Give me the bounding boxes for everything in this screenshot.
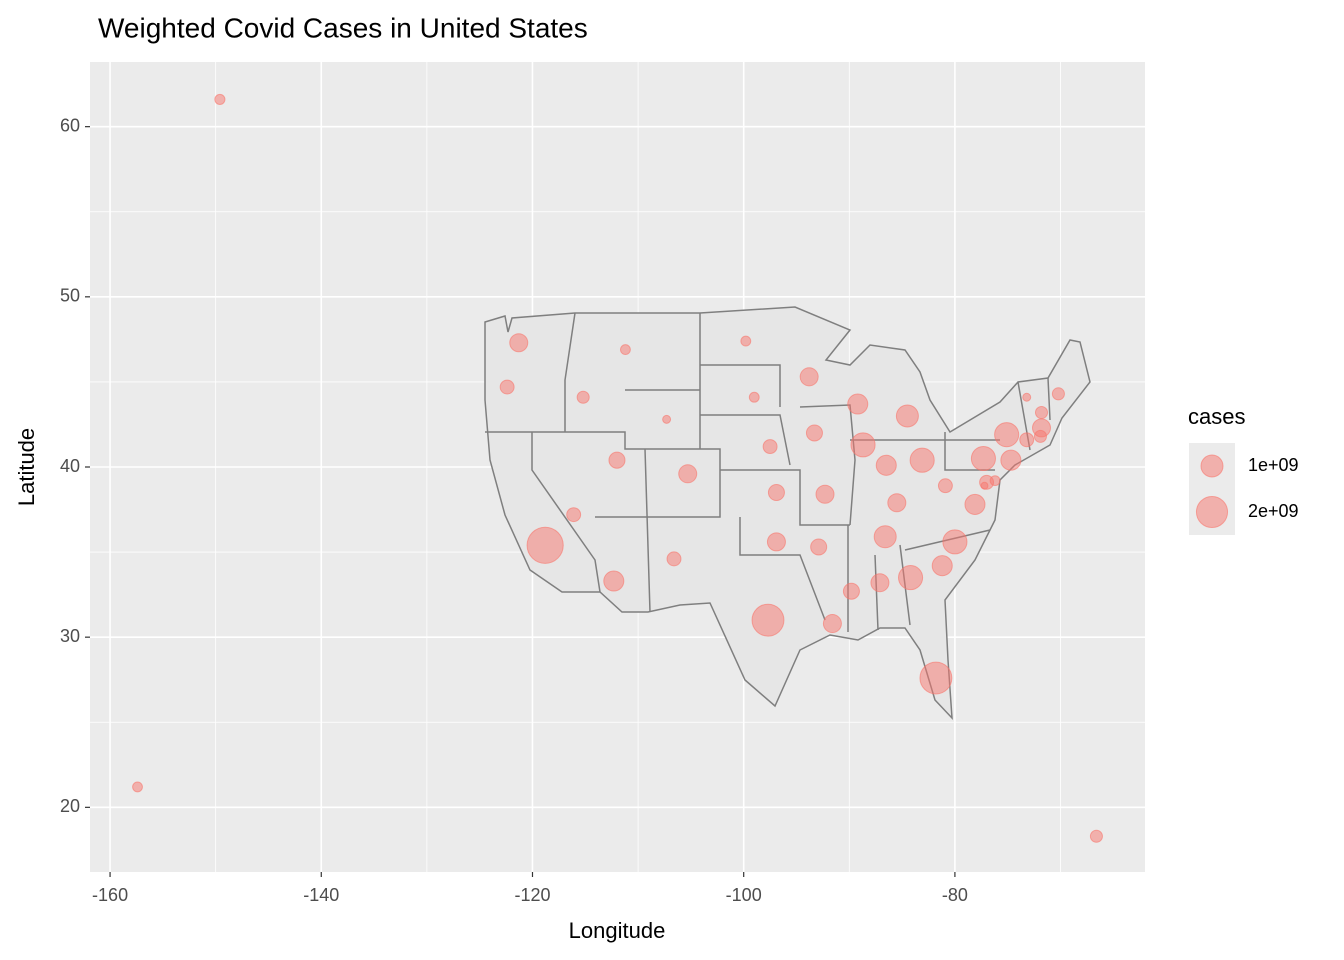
y-tick-label: 50 <box>60 286 80 306</box>
bubble <box>1032 418 1052 438</box>
bubble <box>499 379 515 395</box>
y-tick-label: 60 <box>60 115 80 135</box>
chart-title: Weighted Covid Cases in United States <box>98 12 588 43</box>
bubble <box>1051 387 1065 401</box>
bubble <box>919 661 953 695</box>
bubble <box>620 344 631 356</box>
bubble <box>873 525 897 549</box>
bubble <box>1034 406 1049 420</box>
bubble <box>822 614 842 634</box>
bubble <box>931 555 953 577</box>
legend-label: 2e+09 <box>1248 501 1299 521</box>
bubble <box>526 526 564 564</box>
bubble <box>909 447 935 473</box>
bubble <box>1089 829 1103 843</box>
bubble <box>1019 432 1035 448</box>
bubble <box>895 404 919 428</box>
bubble <box>980 481 989 490</box>
bubble <box>603 570 625 592</box>
bubble <box>662 414 672 424</box>
bubble <box>870 573 890 593</box>
us-outline <box>484 306 1091 721</box>
x-tick-label: -80 <box>942 885 968 905</box>
legend-bubble <box>1195 495 1229 529</box>
bubble <box>678 464 698 484</box>
bubble <box>132 781 143 793</box>
bubble <box>875 454 897 476</box>
bubble <box>767 484 785 502</box>
bubble <box>1022 392 1032 402</box>
bubble <box>666 551 682 567</box>
legend-bubble <box>1200 454 1224 478</box>
bubble <box>766 532 786 552</box>
bubble <box>994 422 1020 448</box>
bubble <box>970 445 996 472</box>
x-axis-label: Longitude <box>569 918 666 943</box>
y-tick-label: 20 <box>60 796 80 816</box>
bubble <box>850 432 876 458</box>
legend-title: cases <box>1188 404 1245 429</box>
bubble <box>509 333 529 353</box>
bubble <box>942 529 968 555</box>
bubble <box>805 424 823 442</box>
bubble <box>842 582 860 600</box>
bubble <box>751 603 785 637</box>
legend-label: 1e+09 <box>1248 455 1299 475</box>
bubble <box>740 335 752 347</box>
bubble <box>1000 449 1022 471</box>
bubble <box>214 93 226 105</box>
y-tick-label: 40 <box>60 456 80 476</box>
bubble <box>576 390 590 404</box>
bubble <box>937 478 953 494</box>
bubble <box>898 565 924 591</box>
x-tick-label: -140 <box>303 885 339 905</box>
bubble <box>799 367 819 387</box>
bubble <box>847 393 869 415</box>
bubble <box>989 475 1001 487</box>
bubble <box>887 493 907 513</box>
x-tick-label: -160 <box>92 885 128 905</box>
bubble <box>748 391 760 403</box>
y-tick-label: 30 <box>60 626 80 646</box>
bubble <box>964 493 986 515</box>
bubble <box>762 439 778 455</box>
x-tick-label: -100 <box>726 885 762 905</box>
x-tick-label: -120 <box>514 885 550 905</box>
bubble <box>815 484 835 504</box>
y-axis-label: Latitude <box>14 428 39 506</box>
bubble <box>608 451 626 469</box>
bubble <box>810 538 828 556</box>
bubble <box>566 507 582 523</box>
